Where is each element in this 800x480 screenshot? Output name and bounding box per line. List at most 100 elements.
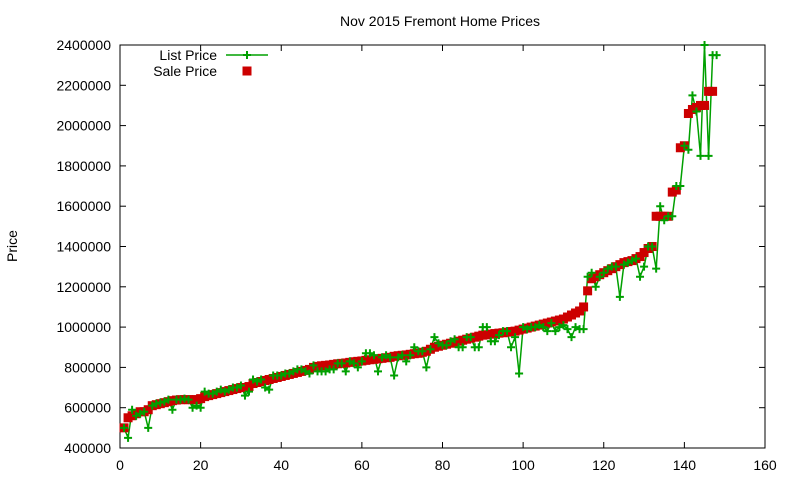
list-price-point (236, 381, 245, 390)
list-price-point (132, 411, 141, 420)
list-price-point (700, 41, 709, 49)
list-price-point (212, 387, 221, 396)
list-price-point (583, 272, 592, 281)
list-price-point (337, 359, 346, 368)
list-price-point (523, 325, 532, 334)
y-axis: 400000 600000 800000 1000000 1200000 1400000 1… (56, 37, 765, 456)
y-tick-label: 1200000 (56, 279, 111, 295)
y-tick-label: 1800000 (56, 158, 111, 174)
list-price-point (551, 327, 560, 336)
x-tick-label: 80 (435, 457, 451, 473)
list-price-point (148, 401, 157, 410)
x-tick-label: 0 (116, 457, 124, 473)
list-price-point (277, 371, 286, 380)
list-price-line (123, 44, 717, 441)
y-tick-label: 1000000 (56, 319, 111, 335)
list-price-point (321, 367, 330, 376)
list-price-point (446, 337, 455, 346)
legend-marker-list-price (243, 51, 251, 59)
y-tick-label: 2400000 (56, 37, 111, 53)
sale-price-point (708, 86, 718, 96)
list-price-point (200, 387, 209, 396)
list-price-point (615, 292, 624, 301)
sale-price-point (700, 100, 710, 110)
legend-label-list-price: List Price (159, 47, 217, 63)
list-price-point (539, 323, 548, 332)
list-price-point (398, 351, 407, 360)
y-tick-label: 800000 (64, 359, 111, 375)
y-tick-label: 1600000 (56, 198, 111, 214)
list-price-point (249, 375, 258, 384)
list-price-point (519, 323, 528, 332)
list-price-point (422, 363, 431, 372)
list-price-point (374, 367, 382, 376)
list-price-point (216, 385, 225, 394)
list-price-point (632, 254, 640, 263)
x-tick-label: 100 (511, 457, 535, 473)
list-price-point (466, 333, 475, 342)
list-price-point (652, 264, 661, 273)
x-tick-label: 120 (592, 457, 616, 473)
sale-price-point (671, 185, 681, 195)
list-price-point (136, 409, 145, 418)
list-price-point (680, 141, 689, 150)
list-price-point (353, 363, 362, 372)
list-price-point (712, 51, 721, 60)
list-price-point (152, 399, 161, 408)
list-price-point (515, 369, 524, 378)
list-price-point (543, 327, 552, 336)
list-price-point (208, 389, 217, 398)
list-price-point (192, 401, 201, 410)
x-tick-label: 160 (753, 457, 777, 473)
y-axis-label: Price (4, 230, 20, 262)
list-price-point (599, 268, 608, 277)
list-price-point (176, 395, 185, 404)
list-price-point (418, 347, 427, 356)
list-price-point (503, 327, 511, 336)
list-price-point (140, 407, 149, 416)
legend-label-sale-price: Sale Price (153, 63, 217, 79)
list-price-point (627, 256, 636, 265)
list-price-point (668, 212, 677, 221)
list-price-point (394, 353, 403, 362)
list-price-point (265, 385, 274, 394)
list-price-point (180, 394, 189, 403)
list-price-point (240, 391, 249, 400)
list-price-point (410, 343, 419, 352)
list-price-point (587, 268, 596, 277)
list-price-point (144, 423, 153, 432)
list-price-point (341, 367, 350, 376)
y-tick-label: 600000 (64, 400, 111, 416)
list-price-point (357, 357, 366, 366)
list-price-point (696, 151, 705, 160)
list-price-point (253, 377, 262, 386)
y-tick-label: 400000 (64, 440, 111, 456)
list-price-point (648, 242, 657, 251)
list-price-point (164, 395, 173, 404)
legend-marker-sale-price (242, 66, 252, 76)
list-price-point (676, 182, 685, 191)
list-price-point (365, 349, 374, 358)
list-price-point (559, 321, 568, 330)
list-price-point (567, 333, 576, 342)
sale-price-point (583, 286, 593, 296)
list-price-point (156, 398, 165, 407)
y-tick-label: 1400000 (56, 239, 111, 255)
list-price-point (579, 325, 588, 334)
list-price-point (309, 361, 318, 370)
list-price-point (619, 260, 628, 269)
x-tick-label: 40 (273, 457, 289, 473)
list-price-point (390, 371, 399, 380)
list-price-point (188, 403, 197, 412)
plot-content (119, 41, 721, 442)
y-tick-label: 2000000 (56, 118, 111, 134)
list-price-point (196, 403, 205, 412)
x-axis: 0 20 40 60 80 100 120 140 160 (116, 45, 777, 473)
list-price-point (369, 351, 378, 360)
list-price-point (345, 357, 354, 366)
plot-area-frame (119, 44, 766, 449)
list-price-point (184, 395, 193, 404)
list-price-point (349, 359, 358, 368)
list-price-point (378, 353, 387, 362)
